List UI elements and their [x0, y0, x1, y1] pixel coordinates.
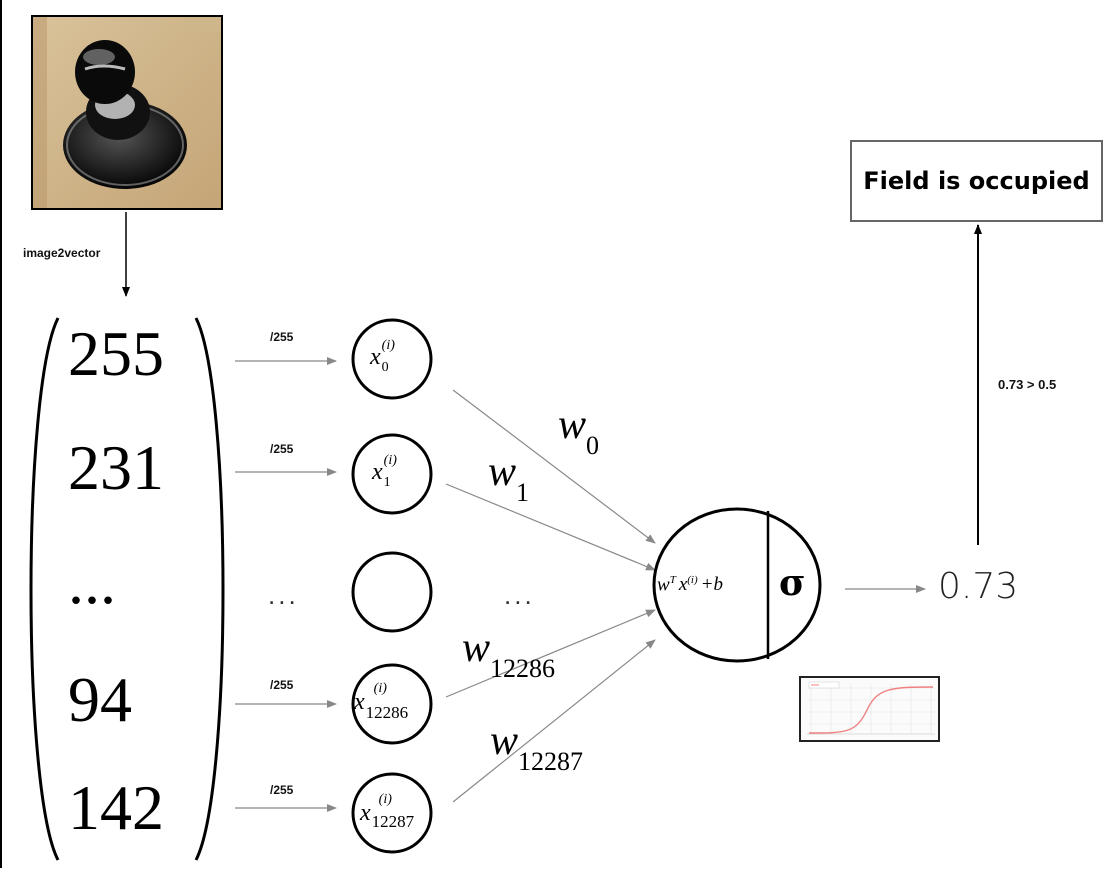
- node-label-x12287: x (i) 12287: [360, 792, 415, 831]
- weight-label-w12287: w12287: [490, 718, 584, 776]
- node-label-x1: x (i) 1: [372, 453, 397, 490]
- weight-label-w0: w0: [558, 402, 600, 460]
- input-node-x0: [351, 318, 433, 400]
- node-label-x12286: x (i) 12286: [354, 681, 409, 722]
- input-node-ellipsis: [351, 551, 433, 633]
- vector-value-4: 142: [68, 772, 164, 843]
- sigmoid-plot-thumbnail: [799, 676, 940, 742]
- normalize-label-4: /255: [270, 783, 294, 797]
- vector-value-1: 231: [68, 432, 164, 503]
- weight-label-w12286: w12286: [462, 625, 556, 683]
- output-value: 0.73: [938, 566, 1019, 607]
- vector-value-3: 94: [68, 664, 132, 735]
- node-label-x0: x (i) 0: [370, 338, 395, 375]
- neuron-linear-formula: wT x(i) +b: [657, 574, 723, 596]
- result-text: Field is occupied: [863, 167, 1090, 195]
- input-node-x12287: [351, 772, 433, 854]
- normalize-ellipsis: ...: [268, 580, 299, 610]
- normalize-label-1: /255: [270, 442, 294, 456]
- result-box: Field is occupied: [850, 140, 1103, 222]
- neuron-activation-sigma: σ: [779, 562, 806, 604]
- threshold-label: 0.73 > 0.5: [998, 377, 1057, 392]
- vector-value-0: 255: [68, 318, 164, 389]
- weights-ellipsis: ...: [504, 580, 535, 610]
- left-border-line: [0, 0, 2, 868]
- vector-value-2: ...: [68, 546, 116, 617]
- input-image: [31, 15, 223, 210]
- weight-label-w1: w1: [488, 449, 530, 507]
- image2vector-label: image2vector: [23, 246, 101, 260]
- input-node-x1: [351, 433, 433, 515]
- normalize-label-3: /255: [270, 678, 294, 692]
- neuron-node: [652, 507, 822, 663]
- normalize-label-0: /255: [270, 330, 294, 344]
- input-node-x12286: [351, 663, 433, 745]
